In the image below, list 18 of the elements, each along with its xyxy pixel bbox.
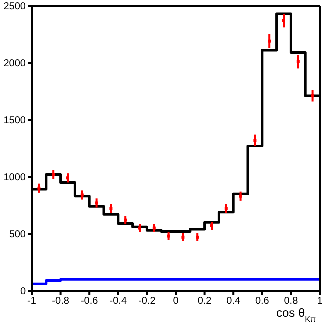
x-tick-label: 0.6 <box>255 296 270 308</box>
y-tick-label: 500 <box>9 230 26 241</box>
x-tick-label: -1 <box>28 296 37 308</box>
x-tick-label: 0 <box>173 296 180 308</box>
y-tick-label: 2000 <box>4 58 26 70</box>
x-tick-label: -0.4 <box>110 296 128 308</box>
x-axis-title: cos θ$_{Kπ}$ <box>276 306 316 324</box>
x-tick-label: 0.4 <box>226 296 241 308</box>
x-tick-label: 1 <box>317 296 324 308</box>
x-tick-label: 0.2 <box>198 296 212 308</box>
x-tick-label: -0.8 <box>52 296 70 308</box>
x-tick-label: -0.2 <box>138 296 156 308</box>
y-tick-label: 0 <box>20 286 26 298</box>
y-tick-label: 1500 <box>4 116 26 127</box>
x-tick-label: -0.6 <box>80 296 99 308</box>
y-tick-label: 1000 <box>4 172 26 184</box>
x-tick-label: 0.8 <box>284 296 299 308</box>
y-tick-label: 2500 <box>4 2 26 13</box>
